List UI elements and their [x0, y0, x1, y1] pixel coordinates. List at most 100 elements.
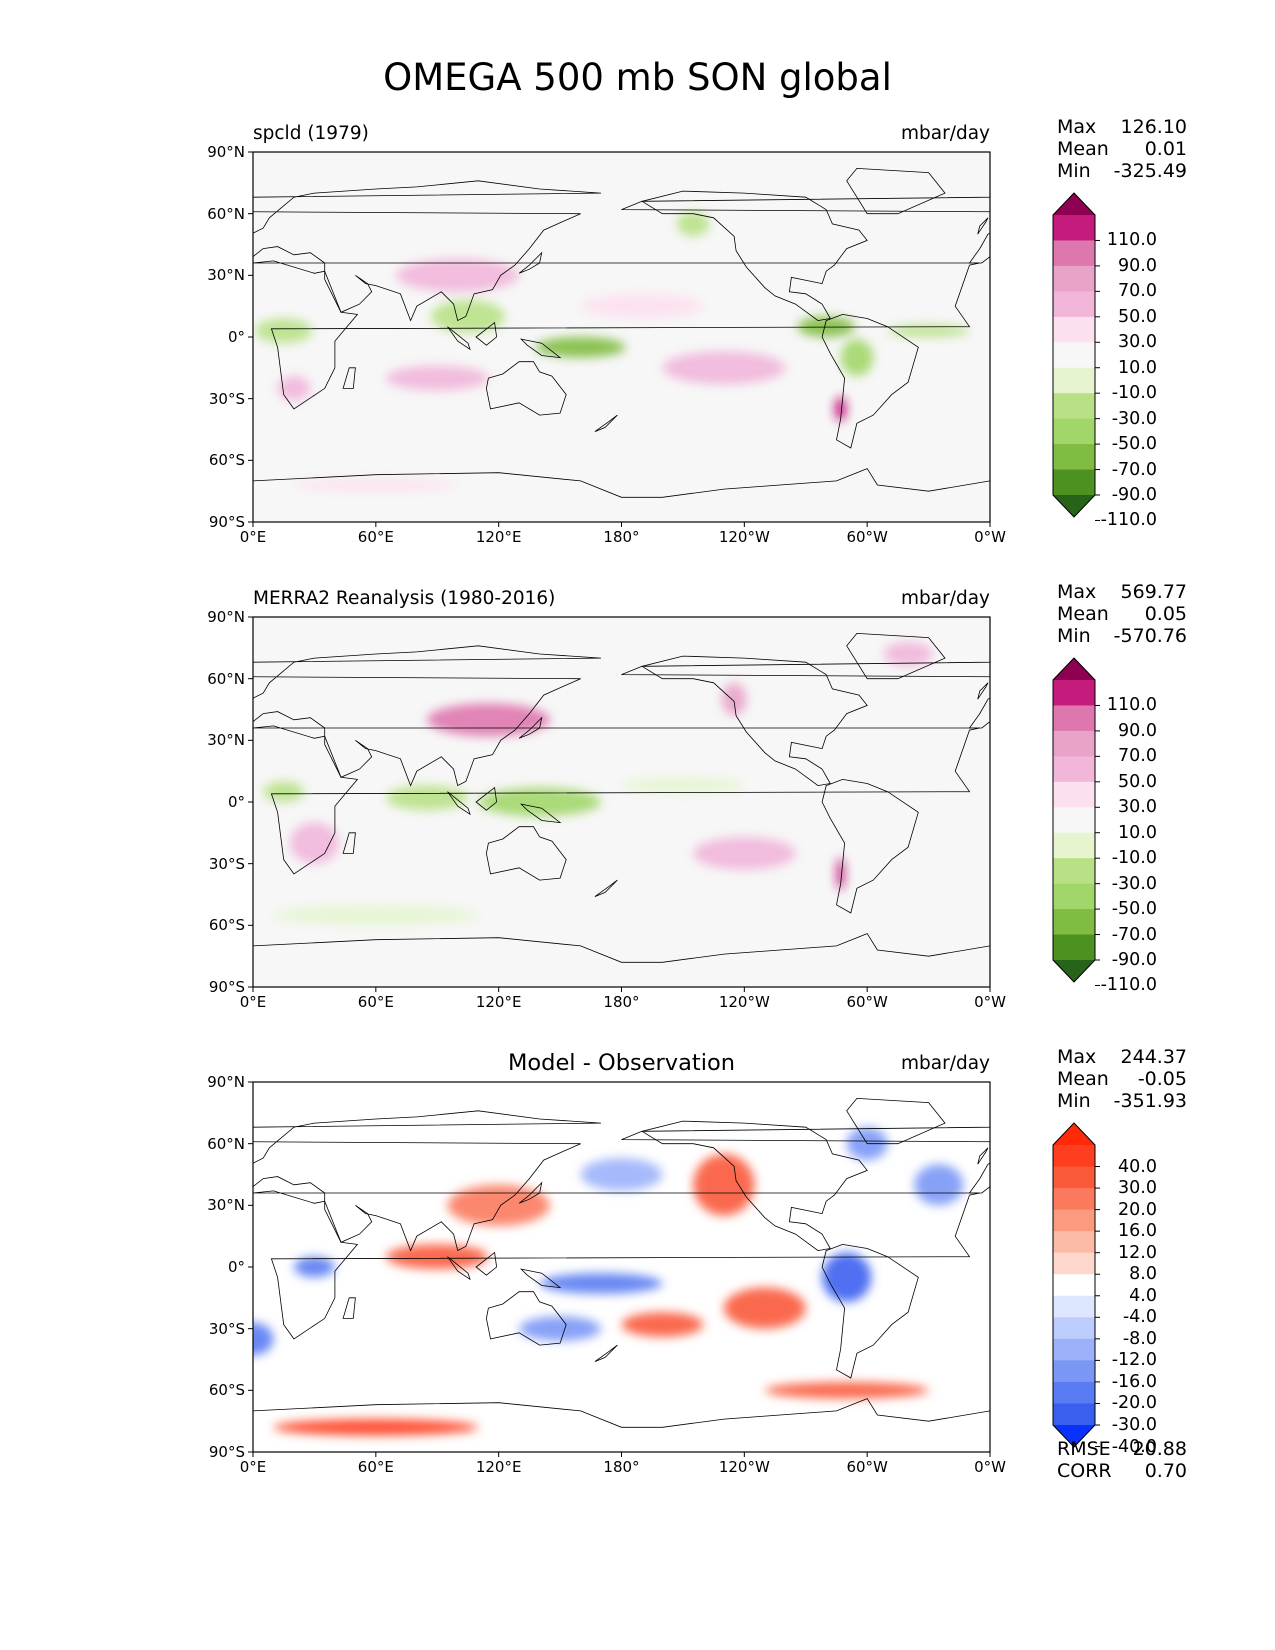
- colorbar-bin: [1053, 1317, 1095, 1340]
- field-anomaly: [447, 1184, 550, 1226]
- field-anomaly: [822, 1252, 872, 1302]
- field-layer: [253, 1127, 964, 1436]
- field-anomaly: [721, 682, 747, 716]
- field-anomaly: [539, 1273, 663, 1294]
- footer-value: 20.88: [1132, 1438, 1187, 1460]
- lat-tick-label: 60°N: [207, 204, 245, 223]
- panel-units: mbar/day: [901, 123, 990, 144]
- field-anomaly: [914, 1164, 964, 1206]
- footer-label: RMSE: [1057, 1438, 1111, 1460]
- coastline: [253, 1190, 980, 1340]
- stat-value: 126.10: [1120, 116, 1187, 138]
- map-panel-1: [248, 151, 991, 527]
- lon-tick-label: 180°: [603, 993, 640, 1011]
- stat-row: Min -325.49: [1057, 160, 1187, 182]
- coastline: [594, 414, 618, 432]
- field-anomaly: [519, 1316, 602, 1341]
- field-anomaly: [396, 258, 520, 292]
- lon-tick-label: 60°E: [357, 993, 394, 1011]
- lat-tick-label: 30°S: [208, 389, 245, 408]
- coastline: [253, 725, 980, 875]
- colorbar-bin: [1053, 1360, 1095, 1383]
- colorbar-label: -20.0: [1111, 1393, 1157, 1414]
- stat-value: -0.05: [1137, 1068, 1187, 1090]
- field-anomaly: [580, 1158, 663, 1191]
- colorbar-label: -30.0: [1111, 408, 1157, 429]
- colorbar-bin: [1053, 1166, 1095, 1189]
- stat-value: -351.93: [1113, 1090, 1187, 1112]
- coastline: [475, 1251, 498, 1276]
- colorbar: [1052, 657, 1100, 986]
- lat-tick-label: 30°N: [207, 1196, 245, 1215]
- colorbar-bin: [1053, 756, 1095, 783]
- colorbar-label: 50.0: [1118, 306, 1157, 327]
- colorbar-bin: [1053, 1295, 1095, 1318]
- coastline: [253, 180, 602, 322]
- stat-value: -570.76: [1113, 625, 1187, 647]
- coastline: [821, 778, 919, 914]
- coastline: [519, 1268, 562, 1289]
- coastline: [253, 1398, 990, 1452]
- lon-tick-label: 0°W: [974, 993, 1006, 1011]
- colorbar-bin: [1053, 1188, 1095, 1211]
- colorbar-label: 90.0: [1118, 720, 1157, 741]
- lon-tick-label: 0°E: [239, 528, 267, 546]
- lat-tick-label: 30°S: [208, 1319, 245, 1338]
- lat-tick-label: 0°: [227, 328, 245, 346]
- colorbar-bin: [1053, 807, 1095, 834]
- panel-left-title: spcld (1979): [253, 123, 369, 144]
- field-anomaly: [253, 1322, 274, 1356]
- stat-value: 244.37: [1120, 1046, 1187, 1068]
- colorbar-extend-max: [1053, 193, 1095, 215]
- colorbar-bin: [1053, 367, 1095, 394]
- colorbar-label: 12.0: [1118, 1242, 1157, 1263]
- colorbar-label: -110.0: [1100, 510, 1157, 531]
- colorbar-label: -40.0: [1111, 1436, 1157, 1457]
- stat-label: Min: [1057, 625, 1091, 647]
- field-anomaly: [386, 365, 489, 391]
- panel-left-title: MERRA2 Reanalysis (1980-2016): [253, 588, 556, 609]
- stat-row: Min -570.76: [1057, 625, 1187, 647]
- lat-tick-label: 90°N: [207, 608, 245, 626]
- coastline: [594, 879, 618, 897]
- footer-stats: RMSE 20.88 CORR 0.70: [1057, 1438, 1187, 1482]
- colorbar-label: -110.0: [1100, 975, 1157, 996]
- lat-tick-label: 90°N: [207, 143, 245, 161]
- stat-row: Mean 0.01: [1057, 138, 1187, 160]
- coastline: [846, 1097, 946, 1145]
- field-anomaly: [621, 777, 745, 794]
- field-anomaly: [887, 324, 970, 338]
- footer-row: CORR 0.70: [1057, 1460, 1187, 1482]
- colorbar-label: -70.0: [1111, 459, 1157, 480]
- colorbar-label: -90.0: [1111, 485, 1157, 505]
- lat-tick-label: 0°: [227, 1258, 245, 1276]
- coastline: [519, 803, 562, 824]
- lon-tick-label: 0°E: [239, 993, 267, 1011]
- colorbar-label: 30.0: [1118, 332, 1157, 353]
- colorbar-label: -16.0: [1111, 1371, 1157, 1392]
- panel-units: mbar/day: [901, 588, 990, 609]
- colorbar-bin: [1053, 858, 1095, 885]
- colorbar-label: 8.0: [1129, 1264, 1157, 1285]
- coastline: [253, 260, 980, 410]
- field-anomaly: [723, 1287, 806, 1329]
- colorbar-extend-max: [1053, 658, 1095, 680]
- lat-tick-label: 60°S: [208, 1381, 245, 1400]
- stat-label: Min: [1057, 1090, 1091, 1112]
- lon-tick-label: 60°E: [357, 1458, 394, 1476]
- field-anomaly: [693, 836, 796, 870]
- coastline: [0, 656, 130, 786]
- coastline: [821, 313, 919, 449]
- colorbar-label: -10.0: [1111, 383, 1157, 404]
- colorbar-label: -50.0: [1111, 434, 1157, 455]
- colorbar-label: 40.0: [1118, 1156, 1157, 1177]
- stat-row: Max 569.77: [1057, 581, 1187, 603]
- field-anomaly: [621, 1312, 704, 1337]
- stat-label: Mean: [1057, 603, 1109, 625]
- stat-label: Mean: [1057, 138, 1109, 160]
- lat-tick-label: 60°S: [208, 916, 245, 935]
- colorbar-bin: [1053, 909, 1095, 936]
- colorbar-label: 30.0: [1118, 1178, 1157, 1199]
- lat-tick-label: 0°: [227, 793, 245, 811]
